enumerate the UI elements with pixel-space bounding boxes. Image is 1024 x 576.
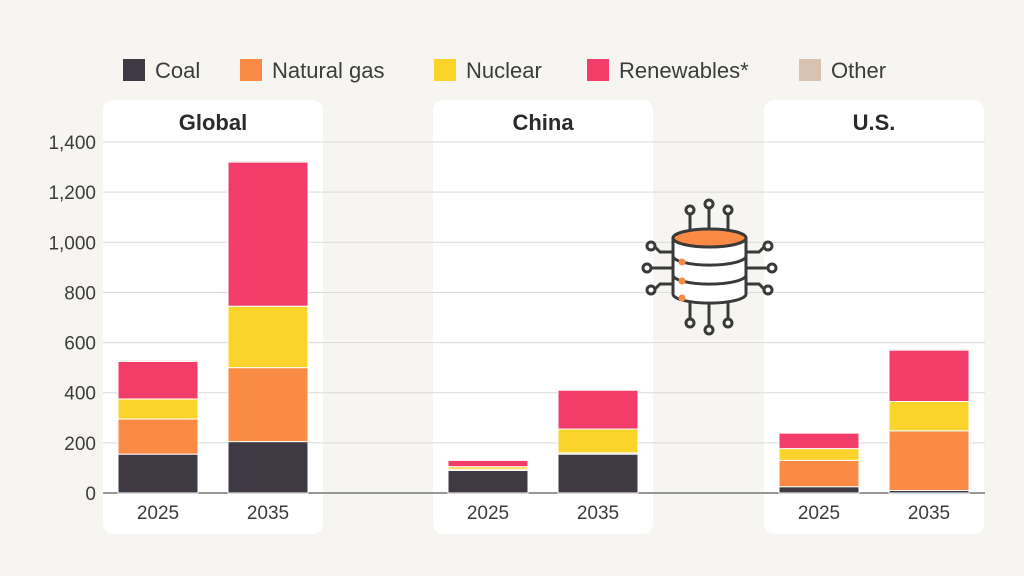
bar-segment-nuclear [227, 305, 309, 369]
y-axis: 0 200 400 600 800 1,000 1,200 1,400 [48, 133, 96, 505]
y-tick-label: 1,400 [48, 133, 96, 154]
bar-segment-nuclear [117, 398, 199, 420]
bar-segment-coal [447, 469, 529, 494]
bar-segment-other [778, 431, 860, 434]
panel-title: Global [179, 110, 247, 135]
legend-swatch-nuclear [434, 59, 456, 81]
panel-title: China [512, 110, 574, 135]
bar-segment-other [117, 359, 199, 362]
bar-segment-other [227, 160, 309, 163]
x-tick-label: 2025 [798, 503, 840, 524]
bar-segment-renewables [227, 161, 309, 307]
bar-segment-renewables [447, 459, 529, 468]
legend-label-other: Other [831, 58, 886, 83]
bars [117, 160, 970, 494]
bar-segment-renewables [778, 432, 860, 450]
legend-swatch-natural_gas [240, 59, 262, 81]
y-tick-label: 400 [64, 384, 96, 405]
bar-segment-coal [227, 441, 309, 494]
panel-title: U.S. [853, 110, 896, 135]
bar-segment-natural_gas [888, 430, 970, 491]
legend-label-renewables: Renewables* [619, 58, 749, 83]
legend: Coal Natural gas Nuclear Renewables* Other [123, 58, 886, 83]
bar-segment-coal [778, 486, 860, 494]
x-tick-label: 2035 [577, 503, 619, 524]
legend-label-coal: Coal [155, 58, 200, 83]
x-tick-label: 2035 [908, 503, 950, 524]
bar-segment-natural_gas [117, 418, 199, 455]
legend-swatch-renewables [587, 59, 609, 81]
y-tick-label: 0 [85, 484, 96, 505]
bar-segment-coal [117, 453, 199, 494]
y-tick-label: 200 [64, 434, 96, 455]
x-axis: Global 2025 2035 China 2025 2035 U.S. 2025 2035 [137, 110, 950, 524]
bar-segment-natural_gas [227, 367, 309, 443]
bar-segment-nuclear [557, 428, 639, 454]
bar-segment-renewables [557, 389, 639, 430]
legend-swatch-other [799, 59, 821, 81]
y-tick-label: 800 [64, 283, 96, 304]
bar-segment-nuclear [778, 448, 860, 461]
x-tick-label: 2035 [247, 503, 289, 524]
bar-segment-renewables [117, 360, 199, 400]
bar-segment-natural_gas [778, 459, 860, 488]
bar-segment-other [888, 348, 970, 351]
y-tick-label: 1,200 [48, 183, 96, 204]
legend-swatch-coal [123, 59, 145, 81]
legend-label-nuclear: Nuclear [466, 58, 542, 83]
server-database-icon [641, 198, 778, 336]
y-tick-label: 600 [64, 334, 96, 355]
legend-label-natural_gas: Natural gas [272, 58, 385, 83]
x-tick-label: 2025 [137, 503, 179, 524]
x-tick-label: 2025 [467, 503, 509, 524]
y-tick-label: 1,000 [48, 233, 96, 254]
bar-segment-coal [557, 453, 639, 494]
bar-segment-renewables [888, 349, 970, 402]
bar-segment-nuclear [888, 400, 970, 432]
